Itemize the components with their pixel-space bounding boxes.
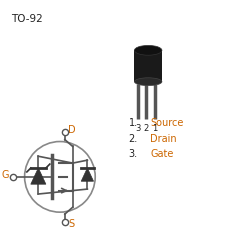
Text: S: S [68,219,74,229]
Text: 1.: 1. [128,118,137,128]
FancyBboxPatch shape [134,50,161,82]
Text: 3: 3 [135,124,140,133]
Text: Gate: Gate [150,149,173,159]
Ellipse shape [134,45,161,55]
Text: 2.: 2. [128,134,137,144]
Text: 1: 1 [152,124,157,133]
Text: 2: 2 [143,124,148,133]
Text: G: G [1,170,9,180]
Text: TO-92: TO-92 [11,14,42,24]
Text: Source: Source [150,118,183,128]
Text: 3.: 3. [128,149,137,159]
Polygon shape [81,168,93,181]
Ellipse shape [134,78,161,86]
Text: Drain: Drain [150,134,176,144]
Text: D: D [68,125,75,135]
Polygon shape [31,168,46,184]
